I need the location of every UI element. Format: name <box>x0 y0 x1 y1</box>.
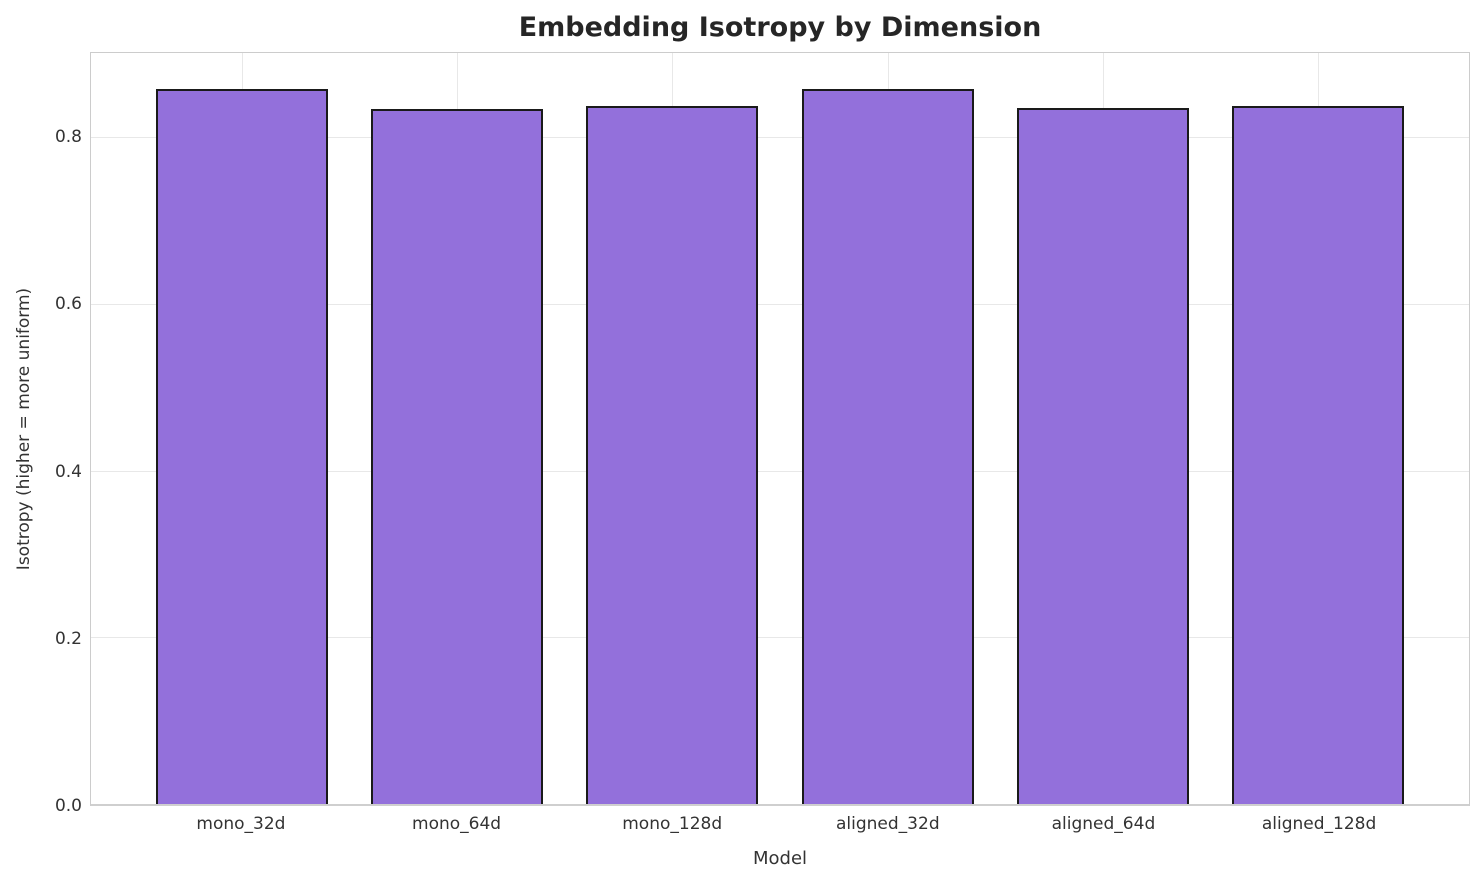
bar-mono_64d <box>370 108 544 805</box>
x-tick-label: aligned_64d <box>1051 814 1156 834</box>
h-gridline <box>91 470 1469 472</box>
bar-aligned_128d <box>1232 106 1405 805</box>
y-tick-label: 0.0 <box>54 796 82 816</box>
x-axis-label: Model <box>752 848 808 869</box>
plot-area <box>90 52 1470 806</box>
bar-mono_32d <box>155 88 328 805</box>
x-tick-label: mono_128d <box>622 814 723 834</box>
x-tick-labels: mono_32d mono_64d mono_128d aligned_32d alig… <box>90 814 1470 840</box>
y-tick-labels: 0.0 0.2 0.4 0.6 0.8 <box>0 52 82 816</box>
h-gridline <box>91 303 1469 305</box>
x-tick-label: aligned_128d <box>1261 814 1377 834</box>
bar-aligned_32d <box>801 88 974 805</box>
y-tick-label: 0.6 <box>54 294 82 315</box>
x-tick-label: aligned_32d <box>836 814 940 834</box>
x-axis-baseline <box>91 804 1469 806</box>
y-tick-label: 0.2 <box>54 628 82 649</box>
x-tick-label: mono_32d <box>196 814 286 834</box>
x-tick-label: mono_64d <box>412 814 502 834</box>
y-tick-label: 0.8 <box>54 127 82 148</box>
bar-mono_128d <box>586 106 759 805</box>
h-gridline <box>91 637 1469 639</box>
bar-aligned_64d <box>1016 108 1190 805</box>
y-tick-label: 0.4 <box>54 461 82 482</box>
chart-title: Embedding Isotropy by Dimension <box>518 12 1042 43</box>
h-gridline <box>91 137 1469 139</box>
